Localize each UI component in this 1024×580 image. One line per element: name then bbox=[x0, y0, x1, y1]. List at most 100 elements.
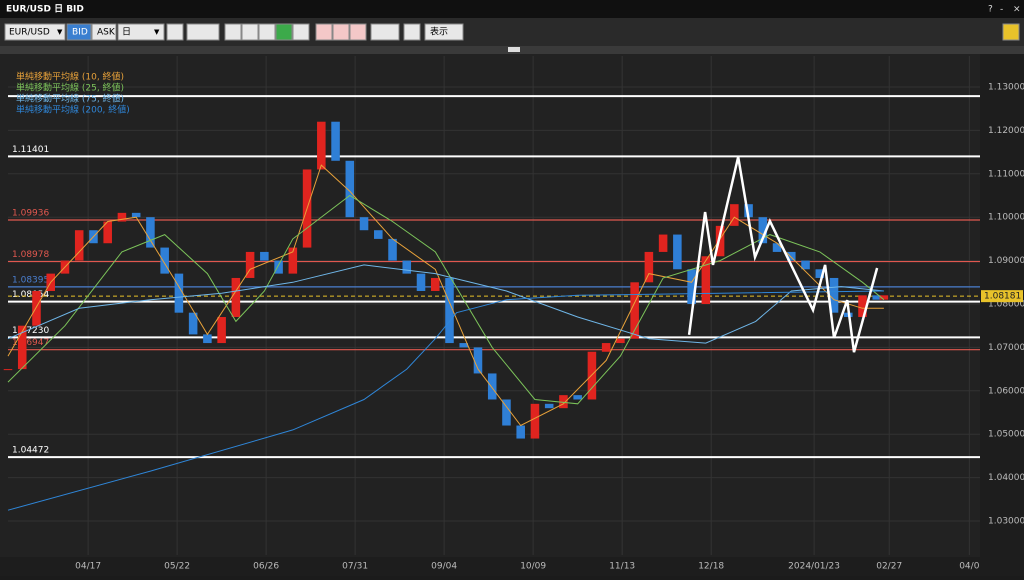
candle bbox=[687, 269, 696, 305]
y-tick-label: 1.09000 bbox=[988, 256, 1024, 266]
candle bbox=[402, 260, 412, 274]
candle bbox=[32, 290, 41, 326]
zigzag-line bbox=[687, 156, 879, 353]
candle bbox=[772, 243, 782, 252]
candle bbox=[3, 369, 13, 371]
candle bbox=[858, 295, 867, 318]
candle bbox=[388, 238, 397, 261]
chart: 1.03000 1.04000 1.05000 1.06000 1.07000 1.080… bbox=[3, 56, 1024, 572]
draw-button[interactable] bbox=[370, 23, 400, 41]
candle bbox=[146, 217, 155, 248]
candle bbox=[815, 269, 825, 278]
x-tick-label: 04/17 bbox=[75, 562, 101, 572]
x-tick-label: 04/0 bbox=[959, 562, 979, 572]
x-tick-label: 05/22 bbox=[164, 562, 190, 572]
moving-average bbox=[7, 290, 884, 511]
help-button[interactable]: ? bbox=[988, 5, 993, 15]
candle bbox=[744, 204, 753, 218]
legend-entry: 単純移動平均線 (25, 終値) bbox=[16, 82, 124, 94]
tool-button[interactable] bbox=[258, 23, 276, 41]
y-axis bbox=[980, 54, 1024, 557]
candle bbox=[516, 425, 525, 439]
candle bbox=[559, 395, 568, 409]
candle bbox=[701, 256, 711, 305]
dropdown-arrow: ▼ bbox=[154, 28, 160, 36]
candle bbox=[758, 217, 768, 244]
candle bbox=[673, 234, 682, 270]
zoom-out[interactable] bbox=[241, 23, 259, 41]
close-button[interactable]: × bbox=[1013, 5, 1021, 15]
candle bbox=[74, 230, 84, 261]
candle bbox=[879, 295, 889, 300]
y-tick-label: 1.06000 bbox=[988, 386, 1024, 396]
level-label: 1.09936 bbox=[12, 208, 49, 218]
ask-label: ASK bbox=[97, 28, 116, 38]
candle bbox=[117, 212, 127, 222]
candle bbox=[217, 317, 226, 344]
y-tick-label: 1.10000 bbox=[988, 213, 1024, 223]
ask-button[interactable] bbox=[91, 23, 117, 41]
candle bbox=[345, 160, 355, 218]
candle bbox=[416, 273, 426, 291]
candle bbox=[260, 251, 269, 261]
level-label: 1.08978 bbox=[12, 250, 49, 260]
plot-area bbox=[0, 54, 980, 557]
candle bbox=[231, 277, 241, 318]
candle bbox=[601, 343, 611, 352]
level-label: 1.04472 bbox=[12, 446, 49, 456]
symbol-select[interactable] bbox=[4, 23, 66, 41]
candle bbox=[658, 234, 668, 252]
candle bbox=[587, 351, 597, 400]
zoom-in[interactable] bbox=[224, 23, 242, 41]
y-tick-label: 1.04000 bbox=[988, 473, 1024, 483]
chart-type-button[interactable] bbox=[186, 23, 220, 41]
candle bbox=[829, 277, 839, 313]
view-label: 表示 bbox=[430, 26, 448, 38]
level-label: 1.06947 bbox=[12, 338, 49, 348]
current-price-box bbox=[981, 290, 1023, 303]
candle bbox=[160, 247, 169, 274]
window-title: EUR/USD 日 BID bbox=[6, 4, 84, 15]
tool-button[interactable] bbox=[275, 23, 293, 41]
candle bbox=[459, 343, 469, 348]
current-price-label: 1.08181 bbox=[984, 292, 1021, 302]
candle bbox=[188, 312, 198, 335]
level-label: 1.08395 bbox=[12, 275, 49, 285]
period-label: 日 bbox=[122, 27, 131, 38]
candle bbox=[530, 403, 540, 439]
bid-button[interactable] bbox=[66, 23, 92, 41]
view-button[interactable] bbox=[424, 23, 464, 41]
x-tick-label: 07/31 bbox=[342, 562, 368, 572]
x-tick-label: 2024/01/23 bbox=[788, 562, 840, 572]
candle bbox=[473, 347, 483, 374]
y-tick-label: 1.12000 bbox=[988, 126, 1024, 136]
splitter-handle[interactable] bbox=[508, 47, 520, 52]
candle bbox=[103, 221, 112, 244]
candle bbox=[616, 338, 625, 344]
candle bbox=[430, 277, 440, 291]
tool-button[interactable] bbox=[403, 23, 421, 41]
candle bbox=[174, 273, 184, 313]
candle bbox=[801, 260, 810, 270]
candle bbox=[715, 225, 725, 257]
layout-button[interactable] bbox=[1002, 23, 1020, 41]
tool-button[interactable] bbox=[292, 23, 310, 41]
y-tick-label: 1.07000 bbox=[988, 343, 1024, 353]
level-label: 1.11401 bbox=[12, 145, 49, 155]
moving-average bbox=[7, 264, 884, 344]
tool-button[interactable] bbox=[332, 23, 350, 41]
tool-button[interactable] bbox=[166, 23, 184, 41]
minimize-button[interactable]: ‐ bbox=[1000, 5, 1003, 15]
candle bbox=[245, 251, 255, 278]
x-tick-label: 06/26 bbox=[253, 562, 279, 572]
candle bbox=[787, 251, 796, 261]
candle bbox=[17, 325, 27, 370]
tool-button[interactable] bbox=[349, 23, 367, 41]
title-bar bbox=[0, 0, 1024, 18]
candle bbox=[730, 204, 739, 226]
candle bbox=[131, 212, 141, 218]
period-select[interactable] bbox=[117, 23, 165, 41]
x-tick-label: 12/18 bbox=[698, 562, 724, 572]
tool-button[interactable] bbox=[315, 23, 333, 41]
